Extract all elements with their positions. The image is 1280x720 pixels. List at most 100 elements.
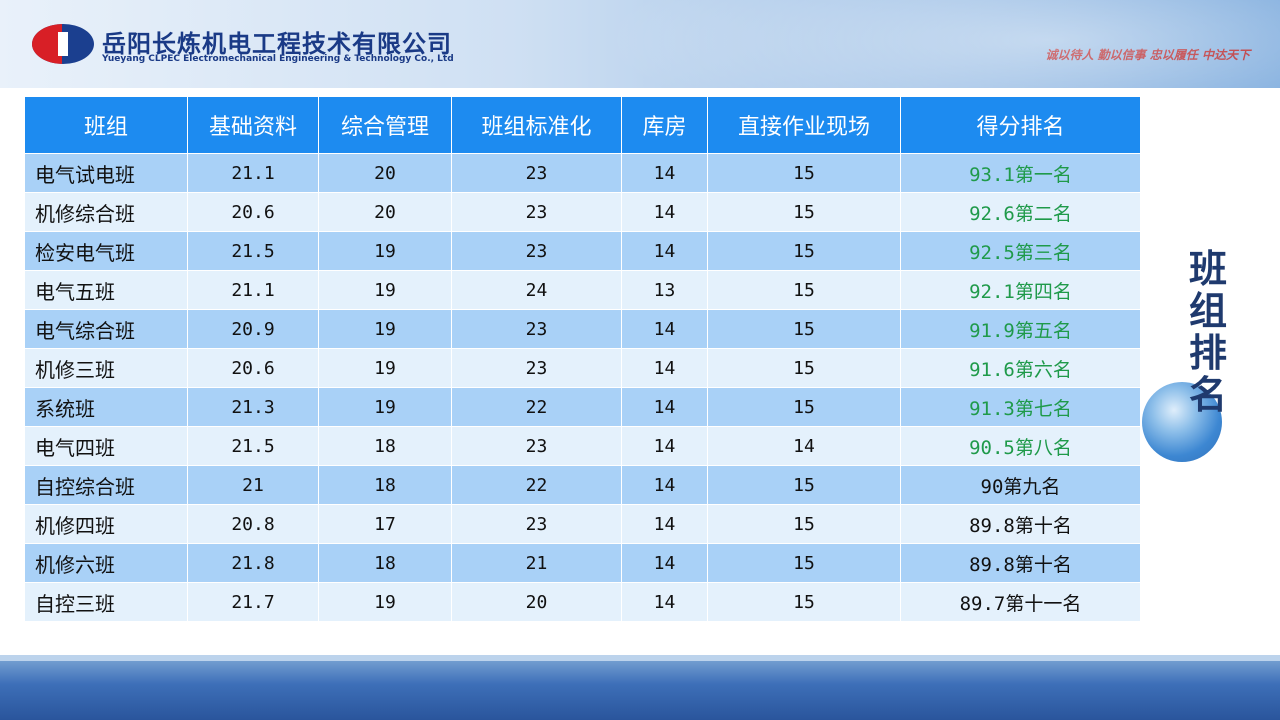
cell-management: 19 bbox=[318, 348, 452, 388]
cell-management: 20 bbox=[318, 192, 452, 232]
header-banner: 岳阳长炼机电工程技术有限公司 Yueyang CLPEC Electromech… bbox=[0, 0, 1280, 88]
cell-storeroom: 14 bbox=[621, 348, 708, 388]
cell-standardization: 21 bbox=[451, 543, 622, 583]
cell-worksite: 15 bbox=[707, 153, 901, 193]
cell-team: 机修综合班 bbox=[24, 192, 188, 232]
cell-management: 18 bbox=[318, 543, 452, 583]
cell-team: 电气综合班 bbox=[24, 309, 188, 349]
cell-worksite: 15 bbox=[707, 465, 901, 505]
cell-storeroom: 14 bbox=[621, 543, 708, 583]
cell-score-rank: 89.7第十一名 bbox=[900, 582, 1141, 622]
cell-basic-data: 20.6 bbox=[187, 192, 319, 232]
cell-score-rank: 92.1第四名 bbox=[900, 270, 1141, 310]
cell-management: 19 bbox=[318, 582, 452, 622]
side-title-char: 名 bbox=[1188, 372, 1227, 417]
cell-team: 机修三班 bbox=[24, 348, 188, 388]
cell-worksite: 15 bbox=[707, 543, 901, 583]
cell-basic-data: 21.3 bbox=[187, 387, 319, 427]
cell-score-rank: 92.6第二名 bbox=[900, 192, 1141, 232]
cell-team: 自控综合班 bbox=[24, 465, 188, 505]
cell-management: 19 bbox=[318, 231, 452, 271]
cell-basic-data: 21.8 bbox=[187, 543, 319, 583]
table-header-row: 班组 基础资料 综合管理 班组标准化 库房 直接作业现场 得分排名 bbox=[24, 96, 1141, 154]
cell-management: 19 bbox=[318, 387, 452, 427]
table-row: 电气五班 21.1 19 24 13 15 92.1第四名 bbox=[24, 270, 1141, 310]
side-title-char: 组 bbox=[1188, 288, 1227, 333]
cell-management: 20 bbox=[318, 153, 452, 193]
table-row: 电气试电班 21.1 20 23 14 15 93.1第一名 bbox=[24, 153, 1141, 193]
cell-storeroom: 14 bbox=[621, 465, 708, 505]
cell-standardization: 23 bbox=[451, 309, 622, 349]
cell-team: 机修四班 bbox=[24, 504, 188, 544]
cell-basic-data: 20.8 bbox=[187, 504, 319, 544]
table-row: 电气综合班 20.9 19 23 14 15 91.9第五名 bbox=[24, 309, 1141, 349]
cell-standardization: 22 bbox=[451, 465, 622, 505]
cell-team: 机修六班 bbox=[24, 543, 188, 583]
cell-basic-data: 21.5 bbox=[187, 231, 319, 271]
decorative-sphere bbox=[1142, 382, 1222, 462]
cell-storeroom: 13 bbox=[621, 270, 708, 310]
cell-score-rank: 89.8第十名 bbox=[900, 543, 1141, 583]
company-slogan: 诚以待人 勤以信事 忠以履任 中达天下 bbox=[1045, 48, 1250, 62]
table-row: 机修六班 21.8 18 21 14 15 89.8第十名 bbox=[24, 543, 1141, 583]
cell-score-rank: 92.5第三名 bbox=[900, 231, 1141, 271]
cell-management: 19 bbox=[318, 309, 452, 349]
cell-worksite: 15 bbox=[707, 582, 901, 622]
cell-standardization: 23 bbox=[451, 153, 622, 193]
company-logo bbox=[32, 24, 94, 64]
cell-basic-data: 21.7 bbox=[187, 582, 319, 622]
cell-standardization: 22 bbox=[451, 387, 622, 427]
side-title: 班 组 排 名 bbox=[1184, 248, 1232, 416]
cell-basic-data: 20.9 bbox=[187, 309, 319, 349]
cell-score-rank: 91.9第五名 bbox=[900, 309, 1141, 349]
company-name-en: Yueyang CLPEC Electromechanical Engineer… bbox=[102, 54, 454, 64]
cell-team: 自控三班 bbox=[24, 582, 188, 622]
cell-storeroom: 14 bbox=[621, 153, 708, 193]
table-row: 机修综合班 20.6 20 23 14 15 92.6第二名 bbox=[24, 192, 1141, 232]
cell-worksite: 15 bbox=[707, 231, 901, 271]
cell-team: 系统班 bbox=[24, 387, 188, 427]
cell-storeroom: 14 bbox=[621, 504, 708, 544]
cell-storeroom: 14 bbox=[621, 192, 708, 232]
table-row: 系统班 21.3 19 22 14 15 91.3第七名 bbox=[24, 387, 1141, 427]
cell-score-rank: 93.1第一名 bbox=[900, 153, 1141, 193]
cell-worksite: 15 bbox=[707, 387, 901, 427]
cell-standardization: 20 bbox=[451, 582, 622, 622]
cell-storeroom: 14 bbox=[621, 387, 708, 427]
table-row: 检安电气班 21.5 19 23 14 15 92.5第三名 bbox=[24, 231, 1141, 271]
cell-storeroom: 14 bbox=[621, 231, 708, 271]
cell-standardization: 23 bbox=[451, 231, 622, 271]
side-title-char: 排 bbox=[1188, 330, 1227, 375]
cell-storeroom: 14 bbox=[621, 426, 708, 466]
cell-storeroom: 14 bbox=[621, 309, 708, 349]
cell-standardization: 23 bbox=[451, 348, 622, 388]
header-worksite: 直接作业现场 bbox=[707, 96, 901, 154]
company-name-cn: 岳阳长炼机电工程技术有限公司 bbox=[102, 30, 452, 58]
cell-score-rank: 91.3第七名 bbox=[900, 387, 1141, 427]
cell-team: 检安电气班 bbox=[24, 231, 188, 271]
table-row: 自控综合班 21 18 22 14 15 90第九名 bbox=[24, 465, 1141, 505]
cell-score-rank: 90.5第八名 bbox=[900, 426, 1141, 466]
header-team: 班组 bbox=[24, 96, 188, 154]
cell-score-rank: 91.6第六名 bbox=[900, 348, 1141, 388]
header-score-rank: 得分排名 bbox=[900, 96, 1141, 154]
team-score-table: 班组 基础资料 综合管理 班组标准化 库房 直接作业现场 得分排名 电气试电班 2… bbox=[24, 96, 1141, 622]
cell-worksite: 15 bbox=[707, 270, 901, 310]
header-storeroom: 库房 bbox=[621, 96, 708, 154]
cell-basic-data: 21.1 bbox=[187, 270, 319, 310]
cell-worksite: 15 bbox=[707, 309, 901, 349]
cell-management: 19 bbox=[318, 270, 452, 310]
header-basic-data: 基础资料 bbox=[187, 96, 319, 154]
side-title-char: 班 bbox=[1188, 246, 1227, 291]
cell-worksite: 15 bbox=[707, 348, 901, 388]
cell-standardization: 23 bbox=[451, 426, 622, 466]
header-management: 综合管理 bbox=[318, 96, 452, 154]
cell-storeroom: 14 bbox=[621, 582, 708, 622]
table-row: 机修三班 20.6 19 23 14 15 91.6第六名 bbox=[24, 348, 1141, 388]
table-row: 电气四班 21.5 18 23 14 14 90.5第八名 bbox=[24, 426, 1141, 466]
cell-score-rank: 90第九名 bbox=[900, 465, 1141, 505]
table-row: 自控三班 21.7 19 20 14 15 89.7第十一名 bbox=[24, 582, 1141, 622]
cell-worksite: 15 bbox=[707, 504, 901, 544]
cell-standardization: 24 bbox=[451, 270, 622, 310]
cell-management: 18 bbox=[318, 465, 452, 505]
